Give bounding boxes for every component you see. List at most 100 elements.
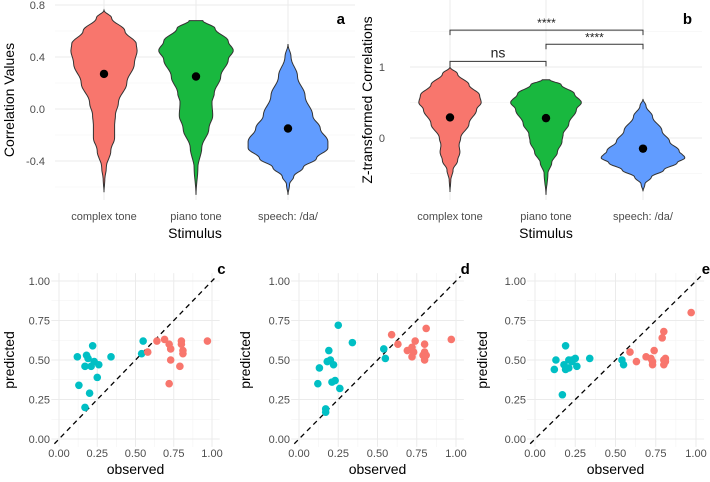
data-point [73,353,82,361]
data-point [422,351,430,360]
data-point [177,337,186,345]
data-point [137,349,146,358]
data-point [166,345,175,353]
panel-c: 0.00 0.00 0.25 0.25 0.50 0.50 0.75 0.75 1.00 1.00… [1,261,226,477]
y-tick-label: 0.75 [269,316,290,328]
y-tick-label: 0.75 [29,316,50,328]
data-point [422,324,430,333]
significance-label: ns [491,44,506,60]
data-point [648,357,657,366]
panel-d: 0.00 0.00 0.25 0.25 0.50 0.50 0.75 0.75 1.00 1.00… [237,261,470,477]
significance-label: **** [537,16,556,30]
data-point [447,335,456,344]
y-tick-label: 0.0 [30,104,45,116]
mean-point [283,124,293,133]
data-point [650,346,658,355]
data-point [203,337,212,345]
data-point [558,390,567,399]
data-point [143,348,152,356]
data-point [348,338,357,347]
data-point [179,349,187,358]
x-axis-label: observed [107,461,165,477]
mean-point [541,113,551,123]
data-point [409,348,418,356]
y-tick-label: 1 [379,62,385,74]
data-point [329,360,338,369]
y-tick-label: -0.4 [26,156,45,168]
x-tick-label: 0.50 [367,448,388,460]
x-tick-label: 0.00 [524,448,545,460]
data-point [81,403,89,412]
x-tick-label: complex tone [71,211,136,223]
data-point [550,365,559,374]
significance-bracket [449,60,547,67]
identity-line [293,275,462,445]
x-tick-label: 0.00 [288,448,309,460]
violin-pianotone [158,20,234,195]
y-tick-label: 1.00 [505,276,526,288]
data-point [658,334,666,342]
y-tick-label: 0.25 [505,395,526,407]
x-tick-label: 0.50 [125,448,146,460]
data-point [88,341,97,350]
panel-a: 0.8 0.4 0.0 -0.4 complex tone piano tone speec… [1,0,355,241]
y-tick-label: 0.50 [269,355,290,367]
data-point [107,353,115,361]
identity-line [529,275,702,445]
x-tick-label: 1.00 [201,448,222,460]
data-point [75,381,83,390]
panel-letter: b [683,11,692,28]
x-tick-label: 0.25 [565,448,586,460]
data-point [660,327,668,336]
x-axis-label: observed [587,461,645,477]
y-tick-label: 1.00 [269,276,290,288]
y-tick-label: 0.25 [269,395,290,407]
y-tick-label: 0.00 [29,434,50,446]
mean-point [445,113,455,122]
x-axis-label: Stimulus [519,225,573,241]
x-tick-label: 0.75 [163,448,184,460]
significance-bracket [449,29,644,36]
x-axis-label: Stimulus [168,225,222,241]
x-tick-label: 0.50 [605,448,626,460]
data-point [571,354,580,363]
x-tick-label: speech: /da/ [258,211,319,223]
data-point [687,308,695,317]
data-point [94,360,103,369]
data-point [561,341,570,350]
y-tick-label: 0.00 [269,434,290,446]
data-point [139,337,147,345]
y-tick-label: 0.50 [505,355,526,367]
y-tick-label: 1.00 [29,276,50,288]
significance-bracket [545,43,644,50]
panel-letter: d [461,261,470,278]
mean-point [638,144,648,153]
data-point [321,408,330,416]
data-point [381,354,390,363]
data-point [315,364,324,372]
x-tick-label: complex tone [417,211,482,223]
panel-b: 1 0 complex tone piano tone speech: /da/ns **… [359,0,702,241]
data-point [166,356,175,364]
y-tick-label: 0.25 [29,395,50,407]
y-tick-label: 0.8 [30,0,45,12]
data-point [85,389,94,397]
data-point [176,362,184,371]
mean-point [191,72,201,81]
x-tick-label: piano tone [520,211,571,223]
data-point [632,357,641,366]
data-point [573,362,581,371]
data-point [334,321,343,330]
data-point [81,362,89,371]
data-point [387,330,396,339]
violin-speechda [247,43,329,195]
data-point [661,354,670,363]
data-point [84,354,92,363]
y-axis-label: Correlation Values [1,43,17,157]
y-tick-label: 0.75 [505,316,526,328]
x-tick-label: 0.75 [406,448,427,460]
data-point [379,345,388,353]
x-tick-label: 0.25 [328,448,349,460]
data-point [394,340,402,349]
